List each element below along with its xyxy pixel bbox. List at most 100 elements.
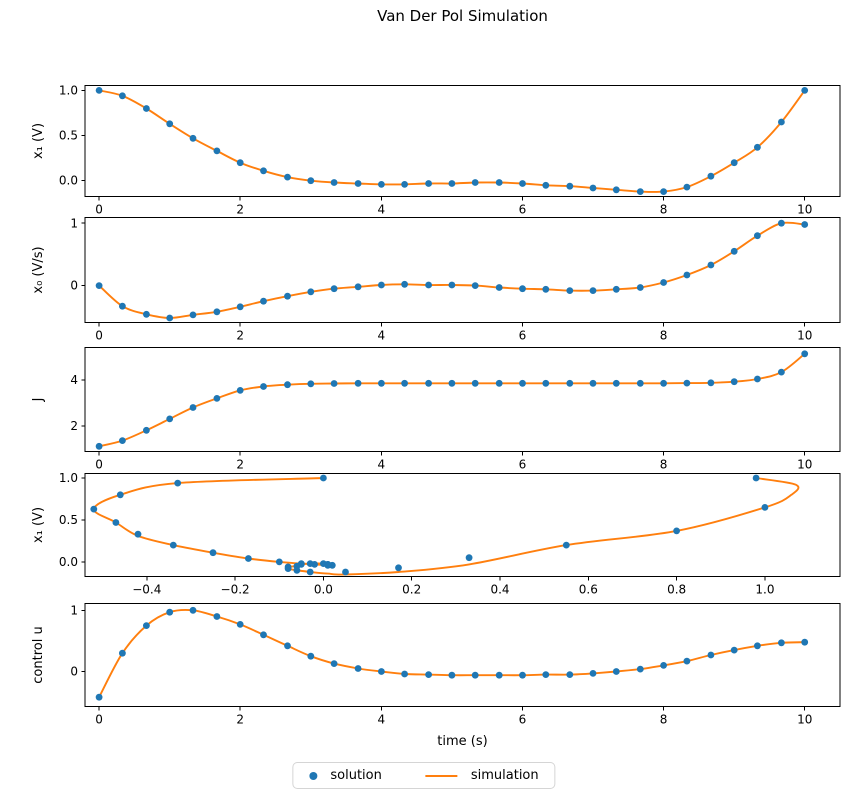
simulation-line bbox=[98, 221, 806, 319]
y-tick-label: 1 bbox=[70, 216, 78, 230]
solution-point bbox=[320, 474, 327, 482]
simulation-line-icon bbox=[425, 774, 458, 777]
solution-point bbox=[589, 379, 597, 387]
solution-point bbox=[683, 379, 691, 387]
solution-point bbox=[116, 491, 124, 499]
x-tick-label: 4 bbox=[378, 713, 386, 727]
x-tick-label: 10 bbox=[797, 713, 812, 727]
solution-point bbox=[730, 159, 738, 167]
solution-point bbox=[519, 379, 526, 387]
y-tick-label: 2 bbox=[70, 419, 78, 433]
solution-point bbox=[448, 281, 456, 289]
solution-point bbox=[284, 381, 291, 389]
solution-point bbox=[495, 284, 503, 291]
solution-point bbox=[378, 281, 385, 289]
solution-points bbox=[95, 87, 809, 195]
solution-point bbox=[589, 670, 597, 677]
x-tick-label: 6 bbox=[519, 329, 527, 343]
solution-point bbox=[307, 288, 315, 296]
solution-points bbox=[95, 219, 809, 322]
solution-point bbox=[284, 292, 291, 300]
solution-point bbox=[95, 442, 103, 450]
solution-point bbox=[378, 181, 385, 188]
solution-point bbox=[660, 662, 667, 669]
solution-point bbox=[566, 379, 574, 387]
axes bbox=[81, 85, 841, 201]
solution-point bbox=[143, 426, 150, 434]
solution-point bbox=[636, 379, 644, 387]
solution-point bbox=[306, 568, 314, 576]
legend-label-solution: solution bbox=[330, 768, 382, 783]
solution-point bbox=[761, 504, 769, 511]
solution-point bbox=[143, 105, 150, 112]
solution-point bbox=[754, 375, 761, 383]
legend-label-simulation: simulation bbox=[470, 768, 539, 783]
y-tick-label: 0 bbox=[70, 279, 78, 293]
simulation-line bbox=[98, 89, 806, 193]
solution-point bbox=[542, 671, 550, 678]
solution-points bbox=[90, 474, 769, 576]
y-axis-label: control u bbox=[31, 626, 46, 683]
solution-point bbox=[425, 379, 432, 387]
solution-point bbox=[119, 437, 126, 444]
x-tick-label: 0.0 bbox=[314, 583, 333, 597]
solution-point bbox=[401, 670, 408, 678]
solution-point bbox=[245, 555, 252, 562]
solution-point bbox=[119, 92, 126, 100]
x-tick-label: 2 bbox=[236, 458, 244, 472]
solution-point bbox=[90, 505, 98, 513]
solution-point bbox=[330, 285, 338, 293]
solution-point bbox=[465, 554, 473, 562]
solution-point bbox=[95, 87, 103, 94]
y-tick-label: 1 bbox=[70, 603, 78, 617]
x-tick-label: −0.4 bbox=[132, 583, 161, 597]
solution-point bbox=[471, 282, 479, 289]
solution-marker-icon bbox=[309, 771, 318, 780]
x-tick-label: 1.0 bbox=[755, 583, 774, 597]
simulation-line bbox=[98, 352, 806, 448]
solution-point bbox=[778, 368, 785, 376]
solution-point bbox=[307, 380, 315, 388]
solution-point bbox=[166, 415, 174, 423]
solution-point bbox=[236, 621, 244, 628]
solution-point bbox=[95, 282, 103, 289]
x-tick-label: 10 bbox=[797, 329, 812, 343]
solution-point bbox=[213, 395, 221, 402]
x-tick-label: 6 bbox=[519, 713, 527, 727]
solution-point bbox=[566, 182, 574, 190]
x-axis-label: time (s) bbox=[437, 734, 488, 749]
solution-point bbox=[519, 671, 526, 679]
solution-point bbox=[293, 566, 301, 574]
solution-point bbox=[307, 177, 315, 185]
solution-point bbox=[683, 657, 691, 665]
solution-point bbox=[660, 379, 667, 387]
simulation-line bbox=[92, 477, 800, 576]
solution-point bbox=[330, 660, 338, 667]
solution-point bbox=[707, 172, 715, 180]
solution-point bbox=[754, 232, 761, 240]
solution-point bbox=[166, 314, 174, 322]
y-tick-label: 4 bbox=[70, 373, 78, 387]
solution-point bbox=[236, 159, 244, 167]
solution-point bbox=[801, 638, 809, 646]
x-tick-label: 0 bbox=[95, 458, 103, 472]
solution-point bbox=[166, 608, 174, 616]
solution-point bbox=[354, 379, 362, 387]
y-axis-label: x₀ (V/s) bbox=[31, 246, 46, 293]
solution-point bbox=[189, 606, 197, 614]
x-tick-label: 8 bbox=[660, 713, 668, 727]
solution-point bbox=[401, 181, 408, 188]
solution-point bbox=[801, 221, 809, 228]
solution-point bbox=[636, 188, 644, 195]
solution-point bbox=[320, 560, 327, 567]
legend-item-simulation: simulation bbox=[425, 768, 539, 783]
solution-point bbox=[683, 183, 691, 191]
solution-point bbox=[112, 519, 120, 526]
solution-point bbox=[306, 560, 314, 567]
x-tick-label: 0.8 bbox=[667, 583, 686, 597]
solution-point bbox=[660, 188, 667, 195]
solution-point bbox=[566, 671, 574, 678]
solution-point bbox=[119, 302, 126, 310]
x-tick-label: 8 bbox=[660, 458, 668, 472]
